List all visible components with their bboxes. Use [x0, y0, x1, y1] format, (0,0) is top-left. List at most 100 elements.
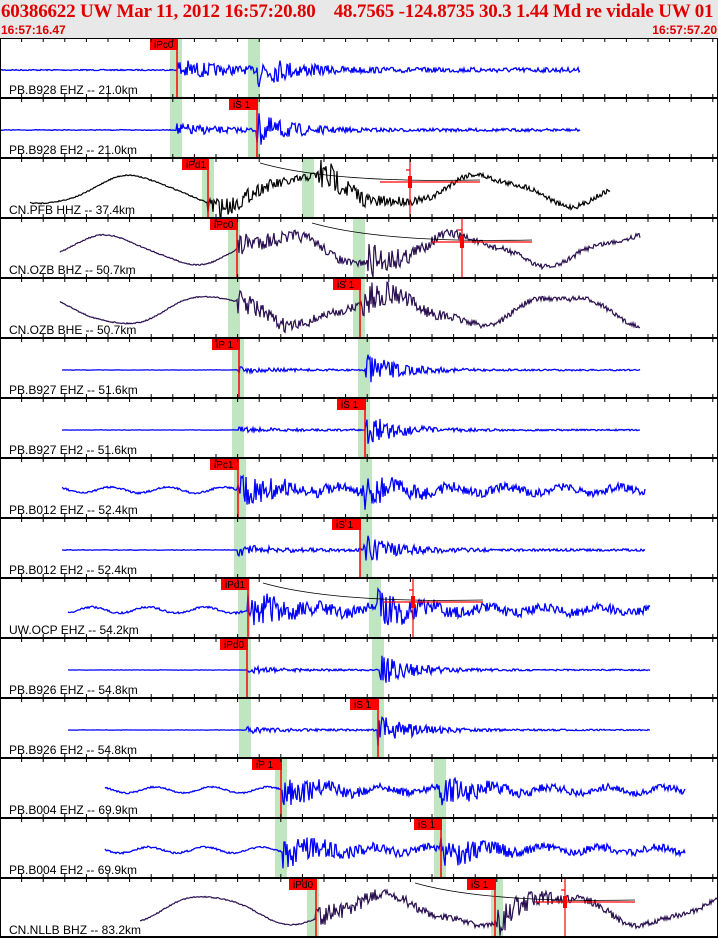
waveform	[61, 354, 641, 383]
start-time: 16:57:16.47	[1, 23, 66, 37]
pick-label: iPd0	[293, 880, 313, 891]
waveform	[29, 159, 611, 218]
pick-label-box[interactable]	[212, 339, 240, 350]
waveform	[59, 281, 641, 334]
seismogram-panel[interactable]: iPc0 PB.B928 EHZ -- 21.0km iS 1 PB.B928 EH2…	[0, 38, 718, 938]
pick-label: iPc1	[214, 460, 234, 471]
pick-label: iPc0	[154, 40, 174, 51]
coda-crosshair[interactable]	[535, 878, 635, 938]
pick-window	[358, 398, 370, 458]
coda-marker	[408, 176, 412, 188]
station-label: PB.B928 EH2 -- 21.0km	[9, 143, 137, 157]
pick-window	[302, 158, 314, 218]
trace-row[interactable]: iP 1 PB.B927 EHZ -- 51.6km	[0, 334, 718, 398]
pick-window	[239, 638, 251, 698]
waveform	[61, 474, 646, 510]
pick-window	[238, 578, 250, 638]
pick-label: iP 1	[216, 340, 233, 351]
waveform	[59, 228, 641, 278]
travel-time-curve	[414, 882, 636, 901]
pick-label-box[interactable]	[220, 639, 248, 650]
station-label: PB.B927 EHZ -- 51.6km	[9, 383, 138, 397]
trace-row[interactable]: iPd1 CN.PFB HHZ -- 37.4km	[0, 154, 718, 218]
pick-window	[275, 818, 287, 878]
pick-label: iS 1	[341, 400, 359, 411]
pick-label-box[interactable]	[333, 279, 361, 290]
pick-window	[232, 398, 244, 458]
coda-marker	[563, 896, 567, 908]
travel-time-curve	[311, 222, 533, 241]
trace-row[interactable]: iPd0 iS 1 CN.NLLB BHZ -- 83.2km	[0, 874, 718, 938]
pick-window	[360, 518, 372, 578]
waveform	[139, 888, 718, 936]
pick-window	[360, 458, 372, 518]
pick-label: iPc0	[214, 220, 234, 231]
waveform	[61, 418, 641, 444]
trace-row[interactable]: iPd1 UW.OCP EHZ -- 54.2km	[0, 574, 718, 638]
trace-row[interactable]: iPc1 PB.B012 EHZ -- 52.4km	[0, 454, 718, 518]
waveform	[68, 655, 651, 683]
station-label: CN.OZB BHZ -- 50.7km	[9, 263, 136, 277]
pick-window	[358, 338, 370, 398]
pick-label-box[interactable]	[210, 219, 238, 230]
pick-window	[239, 698, 251, 758]
pick-label-box[interactable]	[210, 459, 239, 470]
trace-row[interactable]: iPc0 CN.OZB BHZ -- 50.7km	[0, 214, 718, 278]
trace-row[interactable]: iS 1 PB.B926 EH2 -- 54.8km	[0, 694, 718, 758]
pick-label-box[interactable]	[350, 699, 379, 710]
pick-label-box[interactable]	[182, 159, 209, 170]
pick-label-box[interactable]	[252, 759, 282, 770]
pick-window	[353, 278, 365, 338]
waveform	[67, 586, 651, 626]
station-label: PB.B012 EHZ -- 52.4km	[9, 503, 138, 517]
pick-label: iS 1	[336, 520, 354, 531]
station-label: CN.PFB HHZ -- 37.4km	[9, 203, 135, 217]
event-title: 60386622 UW Mar 11, 2012 16:57:20.80 48.…	[1, 1, 718, 22]
pick-label: iPd1	[225, 580, 245, 591]
coda-crosshair[interactable]	[380, 158, 480, 218]
pick-label-box[interactable]	[332, 519, 361, 530]
waveform	[61, 535, 646, 561]
pick-window	[234, 518, 246, 578]
pick-window	[232, 338, 244, 398]
trace-row[interactable]: iS 1 PB.B928 EH2 -- 21.0km	[0, 94, 718, 158]
waveform	[104, 837, 686, 869]
coda-marker	[460, 236, 464, 248]
station-label: PB.B928 EHZ -- 21.0km	[9, 83, 138, 97]
station-label: CN.OZB BHE -- 50.7km	[9, 323, 136, 337]
pick-label-box[interactable]	[414, 819, 442, 830]
trace-row[interactable]: iS 1 CN.OZB BHE -- 50.7km	[0, 274, 718, 338]
station-label: PB.B926 EH2 -- 54.8km	[9, 743, 137, 757]
coda-crosshair[interactable]	[432, 218, 532, 278]
trace-row[interactable]: iS 1 PB.B927 EH2 -- 51.6km	[0, 394, 718, 458]
pick-label: iPd1	[186, 160, 206, 171]
pick-window	[170, 38, 182, 98]
station-label: PB.B926 EHZ -- 54.8km	[9, 683, 138, 697]
travel-time-curve	[259, 162, 481, 181]
pick-label-box[interactable]	[337, 399, 366, 410]
pick-window	[353, 218, 365, 278]
pick-label: iS 1	[337, 280, 355, 291]
trace-row[interactable]: iP 1 PB.B004 EHZ -- 69.9km	[0, 754, 718, 818]
pick-label-box[interactable]	[229, 99, 258, 110]
pick-label-box[interactable]	[467, 879, 496, 890]
station-label: PB.B004 EHZ -- 69.9km	[9, 803, 138, 817]
trace-row[interactable]: iPd0 PB.B926 EHZ -- 54.8km	[0, 634, 718, 698]
pick-label-box[interactable]	[150, 39, 178, 50]
event-header: 60386622 UW Mar 11, 2012 16:57:20.80 48.…	[0, 0, 718, 38]
station-label: PB.B004 EH2 -- 69.9km	[9, 863, 137, 877]
trace-row[interactable]: iPc0 PB.B928 EHZ -- 21.0km	[0, 38, 718, 98]
pick-label-box[interactable]	[221, 579, 249, 590]
pick-label-box[interactable]	[289, 879, 317, 890]
waveform	[0, 60, 581, 88]
trace-row[interactable]: iS 1 PB.B004 EH2 -- 69.9km	[0, 814, 718, 878]
station-label: PB.B927 EH2 -- 51.6km	[9, 443, 137, 457]
waveform	[0, 113, 581, 145]
trace-row[interactable]: iS 1 PB.B012 EH2 -- 52.4km	[0, 514, 718, 578]
coda-marker	[411, 596, 415, 608]
pick-label: iS 1	[233, 100, 251, 111]
station-label: UW.OCP EHZ -- 54.2km	[9, 623, 139, 637]
station-label: CN.NLLB BHZ -- 83.2km	[9, 923, 141, 937]
station-label: PB.B012 EH2 -- 52.4km	[9, 563, 137, 577]
pick-label: iPd0	[224, 640, 244, 651]
